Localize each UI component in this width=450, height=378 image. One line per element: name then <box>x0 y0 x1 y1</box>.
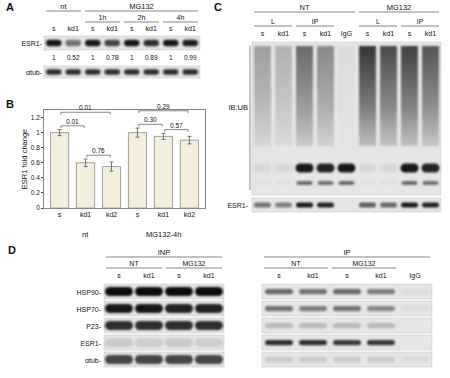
svg-text:B: B <box>6 98 14 110</box>
svg-text:αtub-: αtub- <box>26 69 43 76</box>
svg-text:s: s <box>303 30 307 37</box>
svg-text:1: 1 <box>52 54 56 61</box>
svg-text:kd1: kd1 <box>143 272 154 279</box>
svg-text:kd1: kd1 <box>375 272 386 279</box>
svg-text:s: s <box>130 25 134 32</box>
svg-text:s: s <box>169 25 173 32</box>
svg-text:MG132: MG132 <box>387 3 412 12</box>
svg-text:αtub-: αtub- <box>85 357 102 364</box>
svg-text:0.30: 0.30 <box>144 116 157 123</box>
svg-text:INP: INP <box>158 248 171 257</box>
svg-text:MG132-4h: MG132-4h <box>146 230 181 238</box>
svg-text:0.29: 0.29 <box>157 103 170 110</box>
svg-text:0.01: 0.01 <box>66 118 79 125</box>
svg-text:0.01: 0.01 <box>79 104 92 111</box>
svg-text:P23-: P23- <box>86 323 101 330</box>
svg-text:HSP90-: HSP90- <box>76 289 101 296</box>
svg-text:s: s <box>366 30 370 37</box>
svg-text:MG132: MG132 <box>129 2 154 11</box>
svg-text:1: 1 <box>169 54 173 61</box>
svg-text:0.52: 0.52 <box>67 54 80 61</box>
svg-text:kd1: kd1 <box>185 25 196 32</box>
svg-text:0.78: 0.78 <box>106 54 119 61</box>
svg-text:s: s <box>52 25 56 32</box>
svg-text:kd2: kd2 <box>106 211 117 218</box>
svg-text:0.89: 0.89 <box>145 54 158 61</box>
svg-text:1: 1 <box>130 54 134 61</box>
svg-text:s: s <box>91 25 95 32</box>
svg-text:s: s <box>408 30 412 37</box>
svg-text:kd1: kd1 <box>425 30 436 37</box>
svg-text:s: s <box>177 272 181 279</box>
svg-text:4h: 4h <box>177 14 185 21</box>
svg-text:0: 0 <box>36 204 40 211</box>
svg-text:MG132: MG132 <box>353 260 376 267</box>
svg-text:A: A <box>6 1 14 13</box>
svg-text:s: s <box>261 30 265 37</box>
svg-text:kd1: kd1 <box>320 30 331 37</box>
svg-text:IgG: IgG <box>409 272 420 280</box>
svg-text:1.2: 1.2 <box>31 114 40 121</box>
svg-text:C: C <box>214 1 222 13</box>
svg-text:NT: NT <box>291 260 301 267</box>
svg-text:ESR1-: ESR1- <box>21 40 42 47</box>
svg-text:kd1: kd1 <box>307 272 318 279</box>
svg-text:NT: NT <box>129 260 139 267</box>
svg-text:MG132: MG132 <box>183 260 206 267</box>
svg-text:0.6: 0.6 <box>31 159 40 166</box>
svg-text:kd1: kd1 <box>68 25 79 32</box>
svg-text:kd1: kd1 <box>80 211 91 218</box>
svg-text:HSP70-: HSP70- <box>76 306 101 313</box>
svg-text:0.99: 0.99 <box>184 54 197 61</box>
svg-text:2h: 2h <box>138 14 146 21</box>
svg-text:NT: NT <box>300 3 310 12</box>
svg-text:1h: 1h <box>99 14 107 21</box>
svg-text:nt: nt <box>82 230 89 238</box>
svg-text:L: L <box>376 18 380 25</box>
svg-text:L: L <box>271 18 275 25</box>
svg-text:kd1: kd1 <box>158 211 169 218</box>
svg-text:s: s <box>277 272 281 279</box>
svg-text:kd1: kd1 <box>278 30 289 37</box>
svg-text:0.8: 0.8 <box>31 144 40 151</box>
svg-text:0.2: 0.2 <box>31 189 40 196</box>
svg-text:kd1: kd1 <box>383 30 394 37</box>
svg-text:IP: IP <box>312 18 319 25</box>
svg-text:nt: nt <box>60 2 67 11</box>
svg-text:IP: IP <box>417 18 424 25</box>
svg-text:s: s <box>136 211 140 218</box>
svg-text:0.57: 0.57 <box>170 122 183 129</box>
svg-text:kd1: kd1 <box>107 25 118 32</box>
svg-text:ESR1-: ESR1- <box>80 340 101 347</box>
svg-text:s: s <box>58 211 62 218</box>
svg-text:kd2: kd2 <box>184 211 195 218</box>
svg-text:kd1: kd1 <box>203 272 214 279</box>
svg-text:IP: IP <box>343 248 350 257</box>
svg-text:IgG: IgG <box>341 30 352 38</box>
svg-text:kd1: kd1 <box>146 25 157 32</box>
svg-text:ESR1-: ESR1- <box>227 202 248 209</box>
svg-text:1: 1 <box>91 54 95 61</box>
svg-text:0.4: 0.4 <box>31 174 40 181</box>
svg-text:0.76: 0.76 <box>92 147 105 154</box>
svg-text:IB:UB: IB:UB <box>228 103 248 112</box>
svg-text:ESR1 fold change: ESR1 fold change <box>20 129 29 189</box>
svg-text:D: D <box>8 244 16 256</box>
svg-text:s: s <box>345 272 349 279</box>
svg-text:s: s <box>117 272 121 279</box>
svg-text:1: 1 <box>36 129 40 136</box>
